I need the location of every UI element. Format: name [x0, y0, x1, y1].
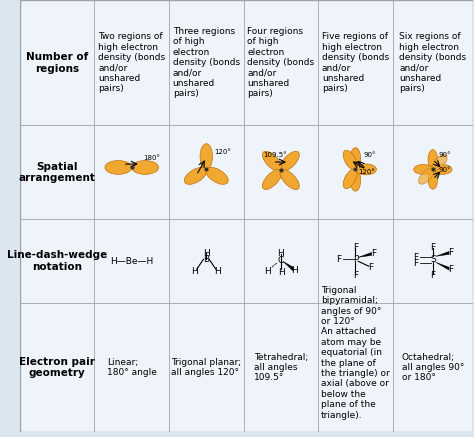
Ellipse shape [350, 170, 361, 191]
Text: F: F [336, 255, 341, 264]
Text: Number of
regions: Number of regions [26, 52, 88, 73]
Text: 90°: 90° [438, 167, 451, 173]
Ellipse shape [350, 148, 361, 170]
Text: Four regions
of high
electron
density (bonds
and/or
unshared
pairs): Four regions of high electron density (b… [247, 27, 314, 98]
Text: H: H [291, 266, 298, 275]
FancyBboxPatch shape [318, 219, 392, 303]
Text: Trigonal
bipyramidal;
angles of 90°
or 120°
An attached
atom may be
equatorial (: Trigonal bipyramidal; angles of 90° or 1… [321, 286, 390, 420]
Text: H—Be—H: H—Be—H [110, 257, 154, 266]
Text: Trigonal planar;
all angles 120°: Trigonal planar; all angles 120° [171, 358, 241, 377]
Text: F: F [430, 243, 436, 252]
Ellipse shape [263, 151, 282, 171]
Text: 109.5°: 109.5° [264, 152, 287, 158]
FancyBboxPatch shape [94, 303, 169, 432]
Text: H: H [264, 267, 271, 276]
FancyBboxPatch shape [94, 219, 169, 303]
Text: Five regions of
high electron
density (bonds
and/or
unshared
pairs): Five regions of high electron density (b… [322, 32, 389, 93]
FancyBboxPatch shape [20, 125, 94, 219]
FancyBboxPatch shape [244, 303, 318, 432]
Text: H: H [191, 267, 198, 276]
FancyBboxPatch shape [318, 303, 392, 432]
Polygon shape [358, 253, 372, 257]
FancyBboxPatch shape [392, 303, 473, 432]
FancyBboxPatch shape [169, 0, 244, 125]
Text: P: P [353, 255, 358, 264]
Text: 120°: 120° [358, 170, 375, 175]
Ellipse shape [280, 151, 299, 171]
Ellipse shape [356, 164, 376, 175]
Text: F: F [448, 265, 454, 274]
Text: Tetrahedral;
all angles
109.5°: Tetrahedral; all angles 109.5° [254, 353, 308, 382]
Text: F: F [413, 259, 418, 268]
Text: Line-dash-wedge
notation: Line-dash-wedge notation [7, 250, 107, 272]
Text: F: F [368, 263, 373, 272]
Ellipse shape [433, 164, 452, 174]
Ellipse shape [105, 160, 132, 174]
FancyBboxPatch shape [392, 125, 473, 219]
FancyBboxPatch shape [94, 0, 169, 125]
FancyBboxPatch shape [318, 0, 392, 125]
Ellipse shape [263, 170, 282, 190]
Text: Octahedral;
all angles 90°
or 180°: Octahedral; all angles 90° or 180° [401, 353, 464, 382]
Text: S: S [430, 255, 436, 264]
Text: 120°: 120° [214, 149, 231, 155]
Text: 90°: 90° [438, 152, 451, 158]
FancyBboxPatch shape [244, 125, 318, 219]
Polygon shape [436, 251, 449, 257]
Text: Two regions of
high electron
density (bonds
and/or
unshared
pairs): Two regions of high electron density (bo… [98, 32, 165, 93]
Text: Six regions of
high electron
density (bonds
and/or
unshared
pairs): Six regions of high electron density (bo… [399, 32, 466, 93]
FancyBboxPatch shape [20, 219, 94, 303]
Text: F: F [448, 248, 454, 257]
FancyBboxPatch shape [244, 219, 318, 303]
Ellipse shape [414, 164, 433, 174]
Text: C: C [278, 256, 284, 265]
FancyBboxPatch shape [20, 303, 94, 432]
Text: F: F [353, 243, 358, 252]
Text: B: B [203, 255, 210, 264]
Ellipse shape [419, 169, 434, 184]
Text: F: F [430, 271, 436, 280]
Text: Linear;
180° angle: Linear; 180° angle [107, 358, 157, 377]
Text: F: F [353, 271, 358, 280]
FancyBboxPatch shape [392, 219, 473, 303]
Ellipse shape [132, 160, 158, 174]
Text: 90°: 90° [363, 152, 375, 158]
Polygon shape [436, 262, 449, 270]
Ellipse shape [428, 149, 438, 170]
Ellipse shape [343, 169, 357, 189]
Text: H: H [277, 249, 284, 258]
Ellipse shape [343, 150, 357, 170]
Ellipse shape [432, 155, 447, 170]
Text: H: H [278, 267, 285, 277]
Text: Spatial
arrangement: Spatial arrangement [19, 162, 96, 183]
FancyBboxPatch shape [318, 125, 392, 219]
FancyBboxPatch shape [392, 0, 473, 125]
Text: H: H [203, 249, 210, 258]
FancyBboxPatch shape [169, 303, 244, 432]
FancyBboxPatch shape [20, 0, 94, 125]
Ellipse shape [184, 167, 207, 184]
FancyBboxPatch shape [169, 219, 244, 303]
Text: F: F [413, 253, 418, 262]
Text: H: H [214, 267, 221, 276]
Text: 180°: 180° [143, 155, 160, 160]
Text: F: F [371, 249, 376, 258]
Ellipse shape [428, 170, 438, 189]
Ellipse shape [206, 167, 228, 184]
Polygon shape [283, 261, 293, 271]
Text: Three regions
of high
electron
density (bonds
and/or
unshared
pairs): Three regions of high electron density (… [173, 27, 240, 98]
FancyBboxPatch shape [169, 125, 244, 219]
Text: Electron pair
geometry: Electron pair geometry [19, 357, 95, 378]
FancyBboxPatch shape [244, 0, 318, 125]
FancyBboxPatch shape [94, 125, 169, 219]
Ellipse shape [280, 170, 299, 190]
Ellipse shape [200, 144, 212, 170]
